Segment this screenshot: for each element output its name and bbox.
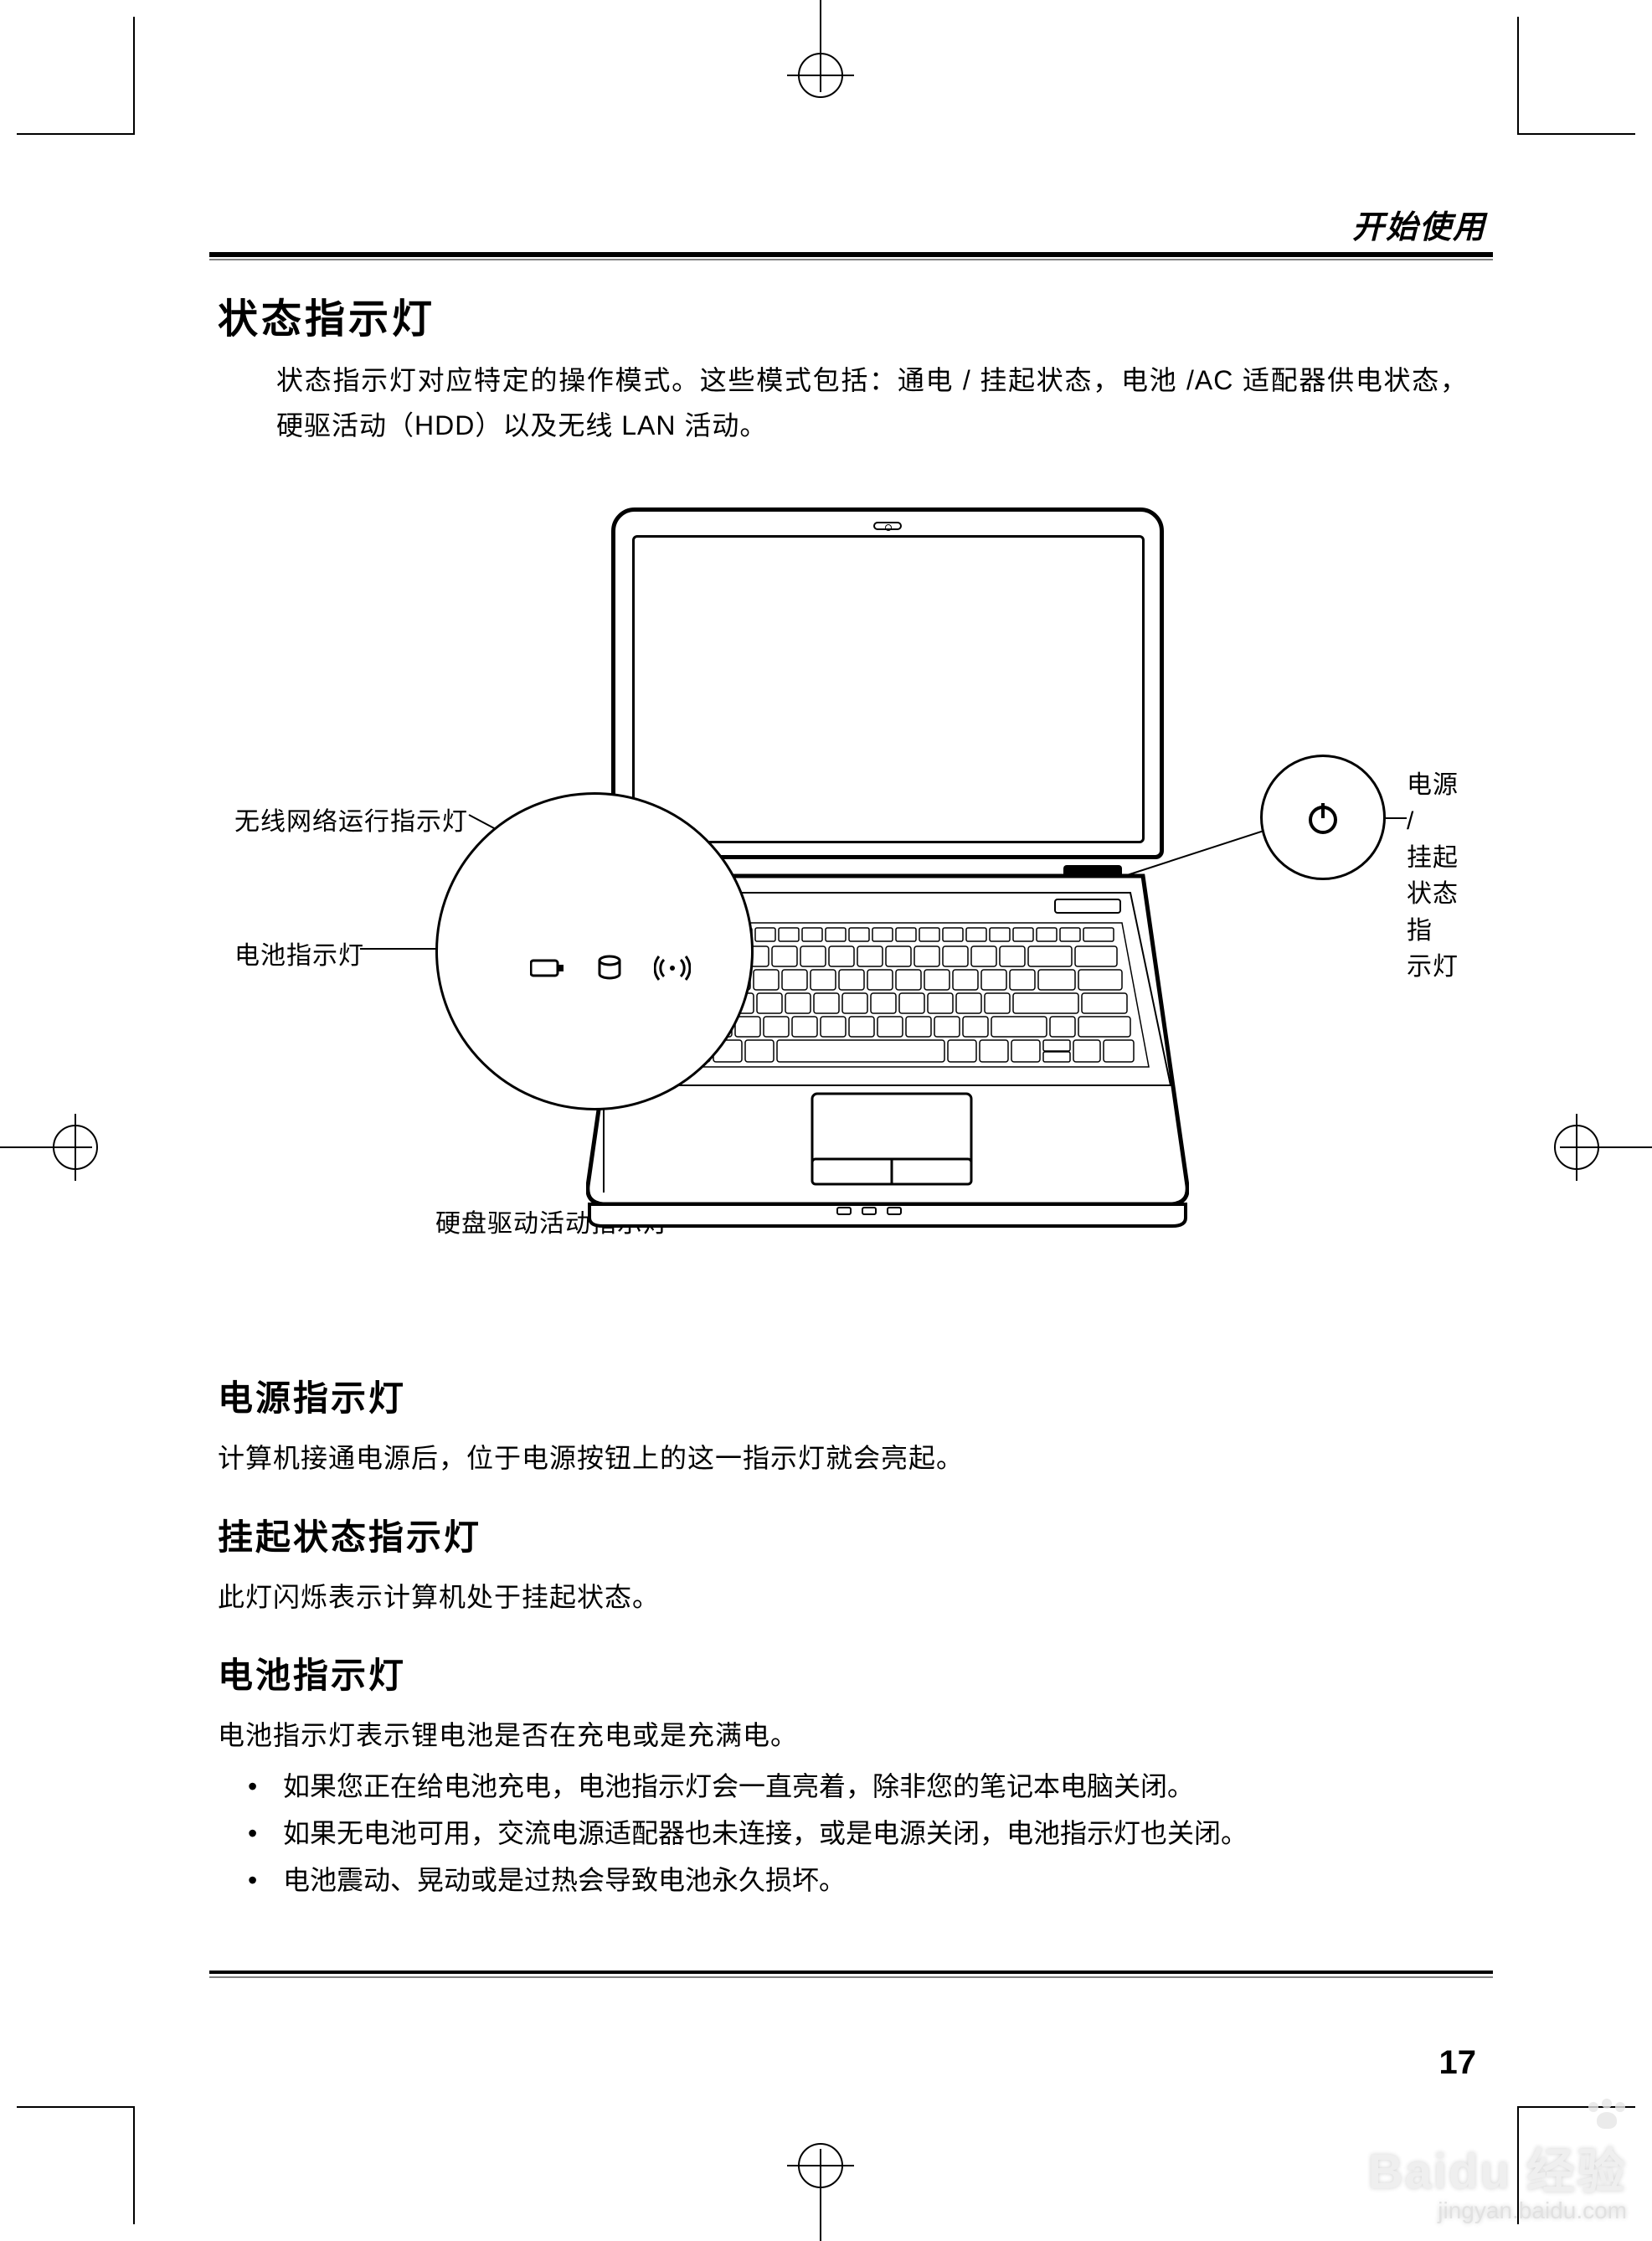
label-power-l3: 示灯 [1407,953,1459,981]
content: 状态指示灯 状态指示灯对应特定的操作模式。这些模式包括：通电 / 挂起状态，电池… [218,286,1468,1904]
header-rule-thin [209,259,1493,260]
laptop-diagram: 无线网络运行指示灯 电池指示灯 硬盘驱动活动指示灯 电源 / 挂起状态指 示灯 [218,474,1468,1295]
watermark: Baidu 经验 jingyan.baidu.com [1368,2099,1627,2224]
label-power: 电源 / 挂起状态指 示灯 [1407,767,1468,986]
webcam-icon [873,522,902,530]
sub-heading: 电源指示灯 [218,1370,1468,1421]
sub-body: 此灯闪烁表示计算机处于挂起状态。 [218,1575,1468,1620]
page-number: 17 [1439,2044,1477,2082]
paw-icon [1585,2099,1627,2132]
laptop-lid [611,507,1164,859]
label-power-l1: 电源 / [1407,771,1459,836]
subsections: 电源指示灯 计算机接通电源后，位于电源按钮上的这一指示灯就会亮起。 挂起状态指示… [218,1370,1468,1904]
callout-power [1260,755,1386,880]
crop-mark-bc [737,2132,904,2241]
page-title: 状态指示灯 [218,286,1468,344]
sub-heading: 挂起状态指示灯 [218,1509,1468,1560]
bullet-list: 如果您正在给电池充电，电池指示灯会一直亮着，除非您的笔记本电脑关闭。 如果无电池… [218,1763,1468,1904]
list-item: 如果您正在给电池充电，电池指示灯会一直亮着，除非您的笔记本电脑关闭。 [218,1763,1468,1810]
hdd-icon [597,954,622,982]
list-item: 如果无电池可用，交流电源适配器也未连接，或是电源关闭，电池指示灯也关闭。 [218,1810,1468,1857]
sub-body: 计算机接通电源后，位于电源按钮上的这一指示灯就会亮起。 [218,1436,1468,1481]
intro-paragraph: 状态指示灯对应特定的操作模式。这些模式包括：通电 / 挂起状态，电池 /AC 适… [276,358,1468,449]
page: 开始使用 状态指示灯 状态指示灯对应特定的操作模式。这些模式包括：通电 / 挂起… [84,100,1568,2141]
power-icon [1302,796,1344,838]
sub-body: 电池指示灯表示锂电池是否在充电或是充满电。 [218,1713,1468,1758]
list-item: 电池震动、晃动或是过热会导致电池永久损坏。 [218,1857,1468,1904]
callout-indicators [435,792,754,1110]
wireless-icon [654,954,691,982]
header-rule [209,252,1493,257]
header-section-label: 开始使用 [209,201,1493,247]
label-battery: 电池指示灯 [234,935,364,971]
laptop-screen [632,535,1145,843]
label-wireless: 无线网络运行指示灯 [234,801,468,837]
watermark-logo: Baidu 经验 [1368,2132,1627,2202]
sub-heading: 电池指示灯 [218,1647,1468,1698]
header: 开始使用 [209,201,1493,260]
watermark-url: jingyan.baidu.com [1368,2197,1627,2224]
label-power-l2: 挂起状态指 [1407,844,1459,945]
footer-rule-thin [209,1976,1493,1978]
crop-mark-tc [737,0,904,109]
leader-power-2 [1386,817,1407,819]
battery-icon [530,957,565,979]
footer-rule [209,1971,1493,1974]
